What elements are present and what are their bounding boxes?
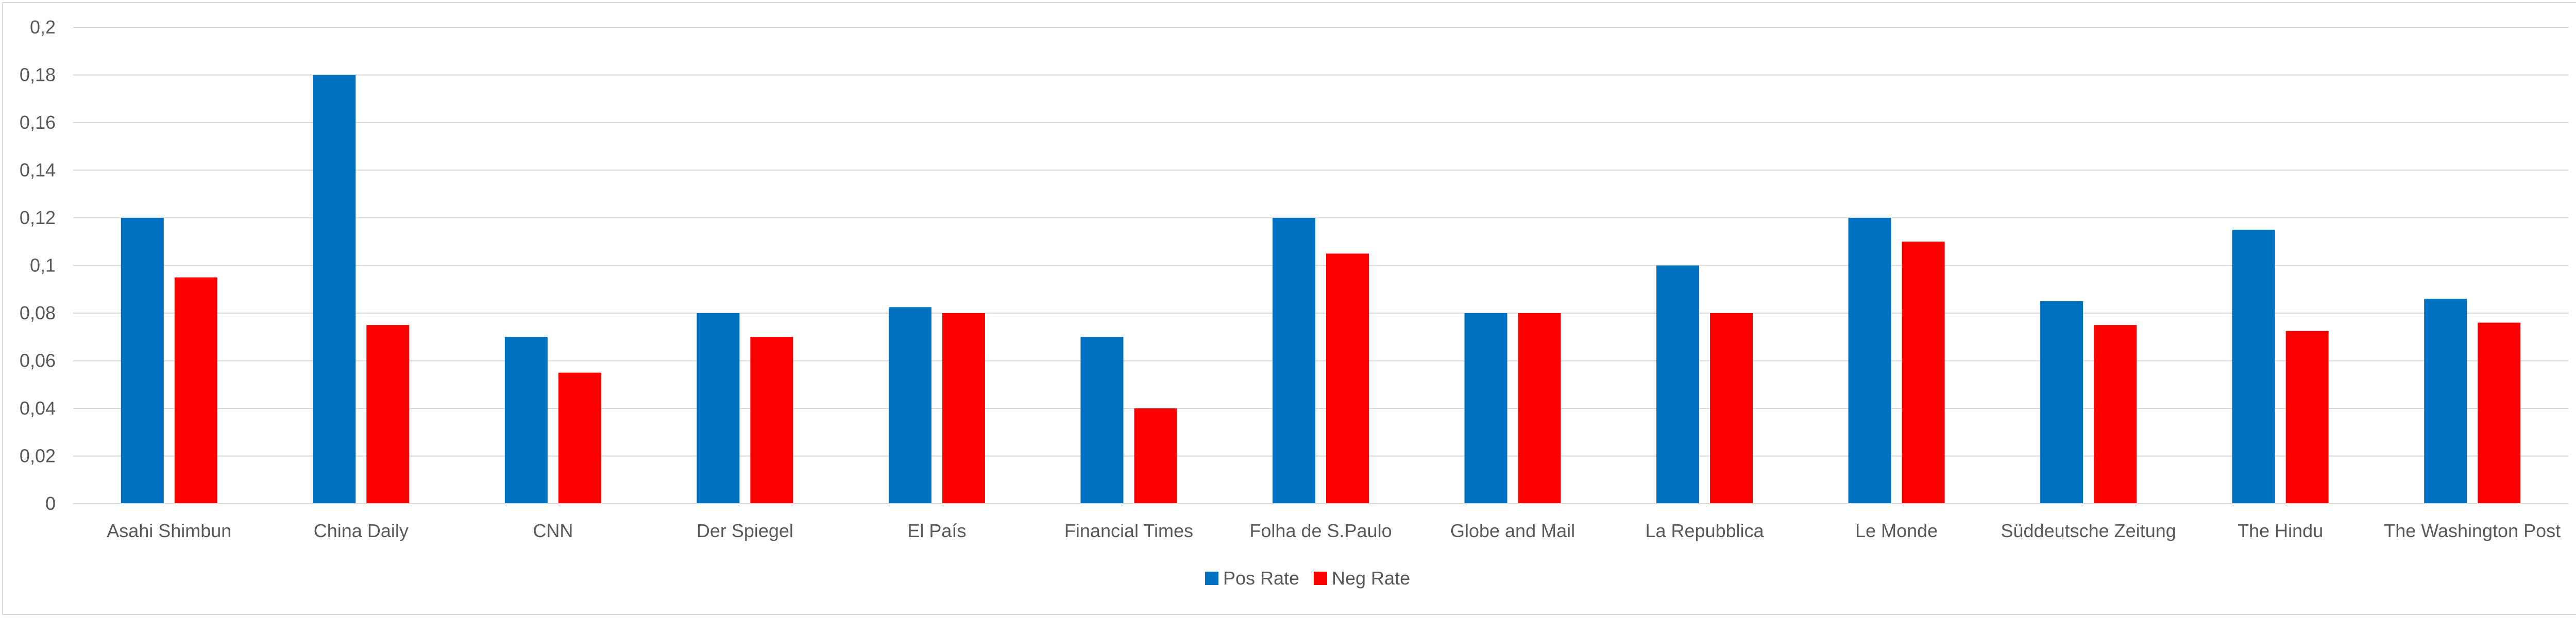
bar-pos-rate xyxy=(2040,301,2083,504)
bar-pos-rate xyxy=(313,75,356,504)
legend: Pos Rate Neg Rate xyxy=(1205,568,1410,589)
bar-pos-rate xyxy=(1464,313,1507,504)
y-tick-label: 0,02 xyxy=(20,445,56,467)
bar-pos-rate xyxy=(1080,337,1124,504)
x-category-label: China Daily xyxy=(314,520,409,541)
y-tick-label: 0,08 xyxy=(20,302,56,323)
x-category-label: CNN xyxy=(533,520,573,541)
legend-label: Neg Rate xyxy=(1332,568,1410,589)
bar-pos-rate xyxy=(1656,265,1700,504)
y-tick-label: 0,18 xyxy=(20,64,56,85)
legend-label: Pos Rate xyxy=(1223,568,1299,589)
x-category-label: Asahi Shimbun xyxy=(107,520,231,541)
bar-pos-rate xyxy=(504,337,548,504)
x-category-label: Süddeutsche Zeitung xyxy=(2001,520,2176,541)
bar-neg-rate xyxy=(1326,253,1369,504)
y-tick-label: 0,14 xyxy=(20,160,56,181)
bar-neg-rate xyxy=(1134,408,1177,504)
bar-pos-rate xyxy=(2424,299,2467,504)
y-tick-label: 0,2 xyxy=(30,16,56,38)
bar-pos-rate xyxy=(1273,218,1315,504)
bar-neg-rate xyxy=(366,325,410,504)
x-category-label: Globe and Mail xyxy=(1450,520,1575,541)
x-category-label: Der Spiegel xyxy=(697,520,793,541)
legend-swatch xyxy=(1314,572,1327,585)
bar-pos-rate xyxy=(1848,218,1891,504)
bar-neg-rate xyxy=(1518,313,1561,504)
y-tick-label: 0,1 xyxy=(30,255,56,276)
bar-neg-rate xyxy=(2478,322,2521,504)
bars xyxy=(121,75,2521,504)
y-tick-label: 0,04 xyxy=(20,398,56,419)
bar-neg-rate xyxy=(1902,242,1945,504)
bar-pos-rate xyxy=(697,313,740,504)
y-tick-label: 0 xyxy=(45,493,56,514)
bar-neg-rate xyxy=(558,372,601,504)
x-category-label: The Hindu xyxy=(2238,520,2323,541)
gridlines xyxy=(73,27,2568,457)
x-category-label: Le Monde xyxy=(1855,520,1938,541)
y-tick-label: 0,12 xyxy=(20,207,56,228)
y-tick-label: 0,06 xyxy=(20,350,56,371)
x-axis-category-labels: Asahi Shimbun China Daily CNN Der Spiegel El… xyxy=(107,520,2561,541)
x-category-label: La Repubblica xyxy=(1645,520,1764,541)
bar-neg-rate xyxy=(174,277,217,504)
bar-neg-rate xyxy=(2285,331,2329,504)
bar-pos-rate xyxy=(121,218,164,504)
y-axis-tick-labels: 0 0,02 0,04 0,06 0,08 0,1 0,12 0,14 0,16 0,18 0,2 xyxy=(20,16,56,514)
bar-pos-rate xyxy=(2232,230,2275,504)
legend-swatch xyxy=(1205,572,1218,585)
x-category-label: Financial Times xyxy=(1064,520,1193,541)
x-category-label: El País xyxy=(907,520,966,541)
y-tick-label: 0,16 xyxy=(20,112,56,133)
x-category-label: Folha de S.Paulo xyxy=(1249,520,1392,541)
x-category-label: The Washington Post xyxy=(2384,520,2561,541)
bar-pos-rate xyxy=(888,307,931,504)
bar-neg-rate xyxy=(2094,325,2137,504)
bar-neg-rate xyxy=(750,337,793,504)
bar-neg-rate xyxy=(1710,313,1753,504)
bar-neg-rate xyxy=(942,313,985,504)
